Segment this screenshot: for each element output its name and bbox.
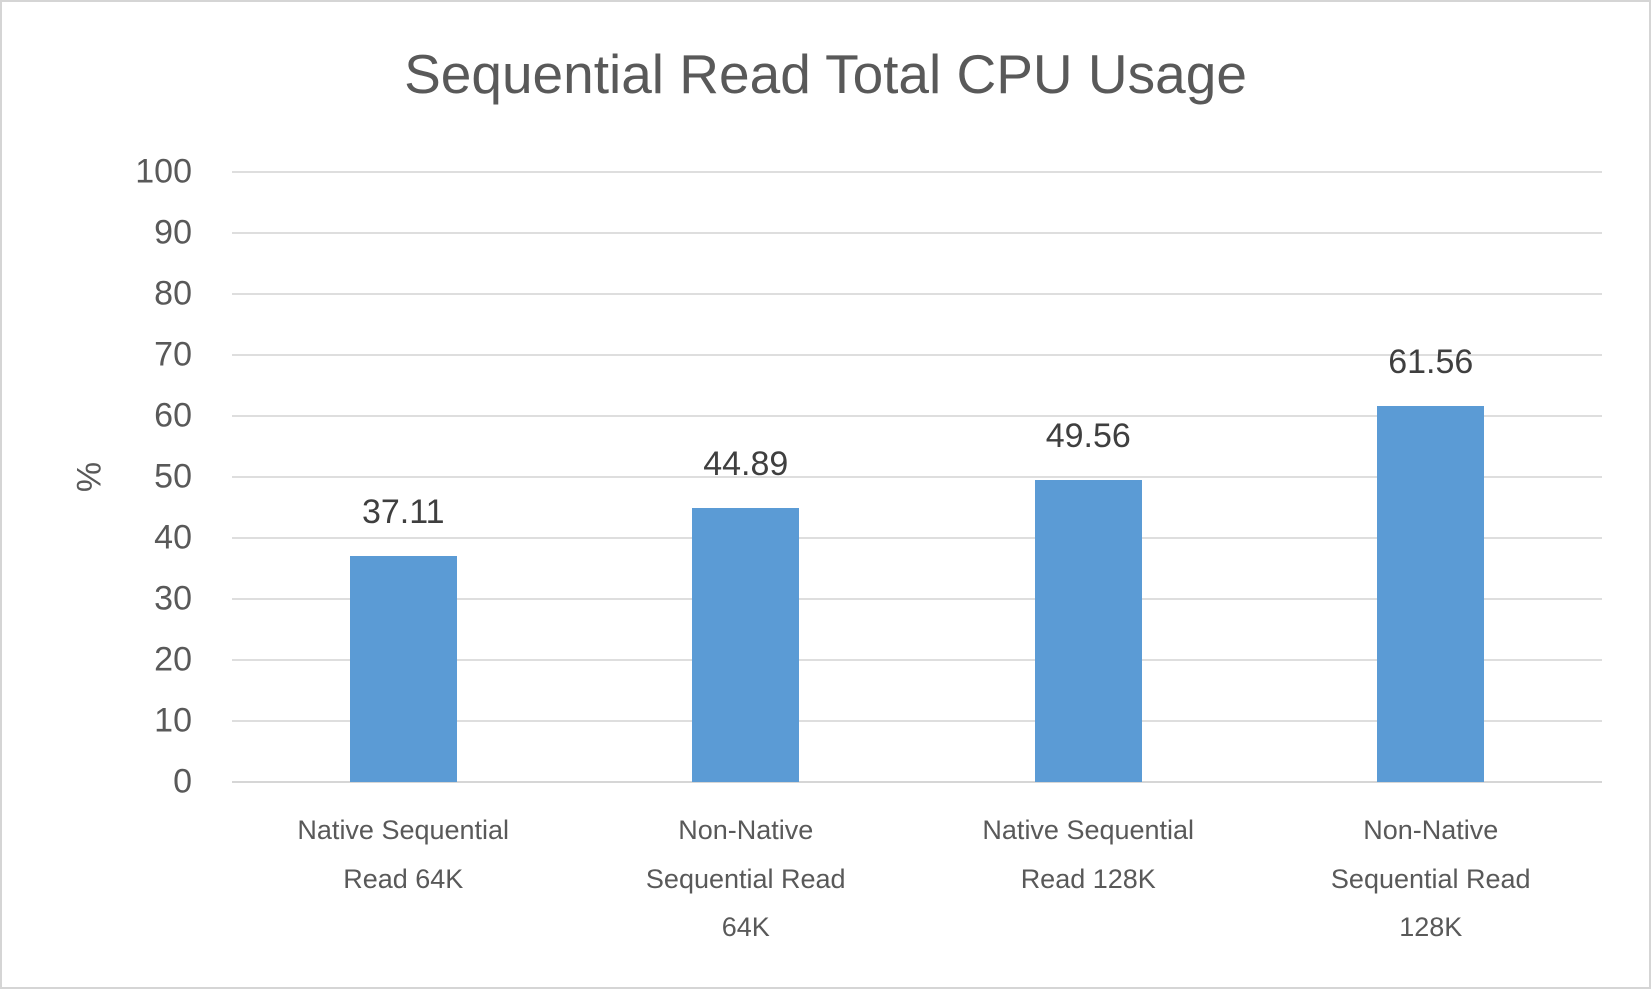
bar-2 <box>1034 479 1142 782</box>
x-axis-labels: Native Sequential Read 64K Non-Native Seq… <box>232 806 1602 986</box>
gridline-90 <box>232 232 1602 234</box>
bar-value-label-3: 61.56 <box>1388 343 1474 382</box>
gridline-60 <box>232 415 1602 417</box>
x-category-label-1: Non-Native Sequential Read 64K <box>645 815 846 943</box>
y-tick-label-50: 50 <box>154 457 192 496</box>
bar-3 <box>1377 406 1485 782</box>
chart-title: Sequential Read Total CPU Usage <box>404 43 1247 105</box>
y-tick-label-10: 10 <box>154 701 192 740</box>
gridline-20 <box>232 659 1602 661</box>
y-tick-label-90: 90 <box>154 213 192 252</box>
bar-0 <box>349 555 457 782</box>
gridline-70 <box>232 354 1602 356</box>
y-tick-label-40: 40 <box>154 518 192 557</box>
y-tick-label-70: 70 <box>154 335 192 374</box>
x-category-label-2: Native Sequential Read 128K <box>982 815 1195 894</box>
x-category-label-3: Non-Native Sequential Read 128K <box>1330 815 1531 943</box>
y-tick-label-100: 100 <box>135 152 192 191</box>
gridline-40 <box>232 537 1602 539</box>
x-category-label-0: Native Sequential Read 64K <box>297 815 510 894</box>
gridline-10 <box>232 720 1602 722</box>
y-tick-label-60: 60 <box>154 396 192 435</box>
y-tick-label-80: 80 <box>154 274 192 313</box>
gridline-50 <box>232 476 1602 478</box>
gridline-100 <box>232 171 1602 173</box>
bar-1 <box>692 508 800 782</box>
y-tick-label-30: 30 <box>154 579 192 618</box>
x-axis-line <box>232 781 1602 783</box>
bar-value-label-0: 37.11 <box>361 492 445 531</box>
gridline-80 <box>232 293 1602 295</box>
y-tick-label-20: 20 <box>154 640 192 679</box>
bar-value-label-2: 49.56 <box>1045 416 1131 455</box>
plot-area: 0 10 20 30 40 50 60 70 80 90 100 37.11 44.89 49.56 61.… <box>135 153 1602 801</box>
y-tick-label-0: 0 <box>173 762 192 801</box>
gridline-30 <box>232 598 1602 600</box>
bar-value-label-1: 44.89 <box>703 445 789 484</box>
